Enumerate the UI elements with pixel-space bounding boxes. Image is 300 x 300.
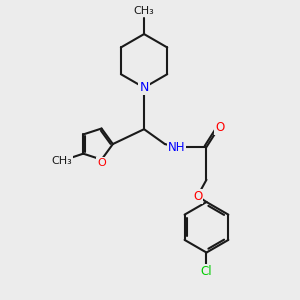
Text: Cl: Cl (201, 266, 212, 278)
Text: O: O (97, 158, 106, 168)
Text: N: N (140, 81, 149, 94)
Text: NH: NH (168, 140, 185, 154)
Text: O: O (215, 121, 224, 134)
Text: O: O (193, 190, 202, 202)
Text: CH₃: CH₃ (51, 156, 72, 166)
Text: CH₃: CH₃ (134, 6, 154, 16)
